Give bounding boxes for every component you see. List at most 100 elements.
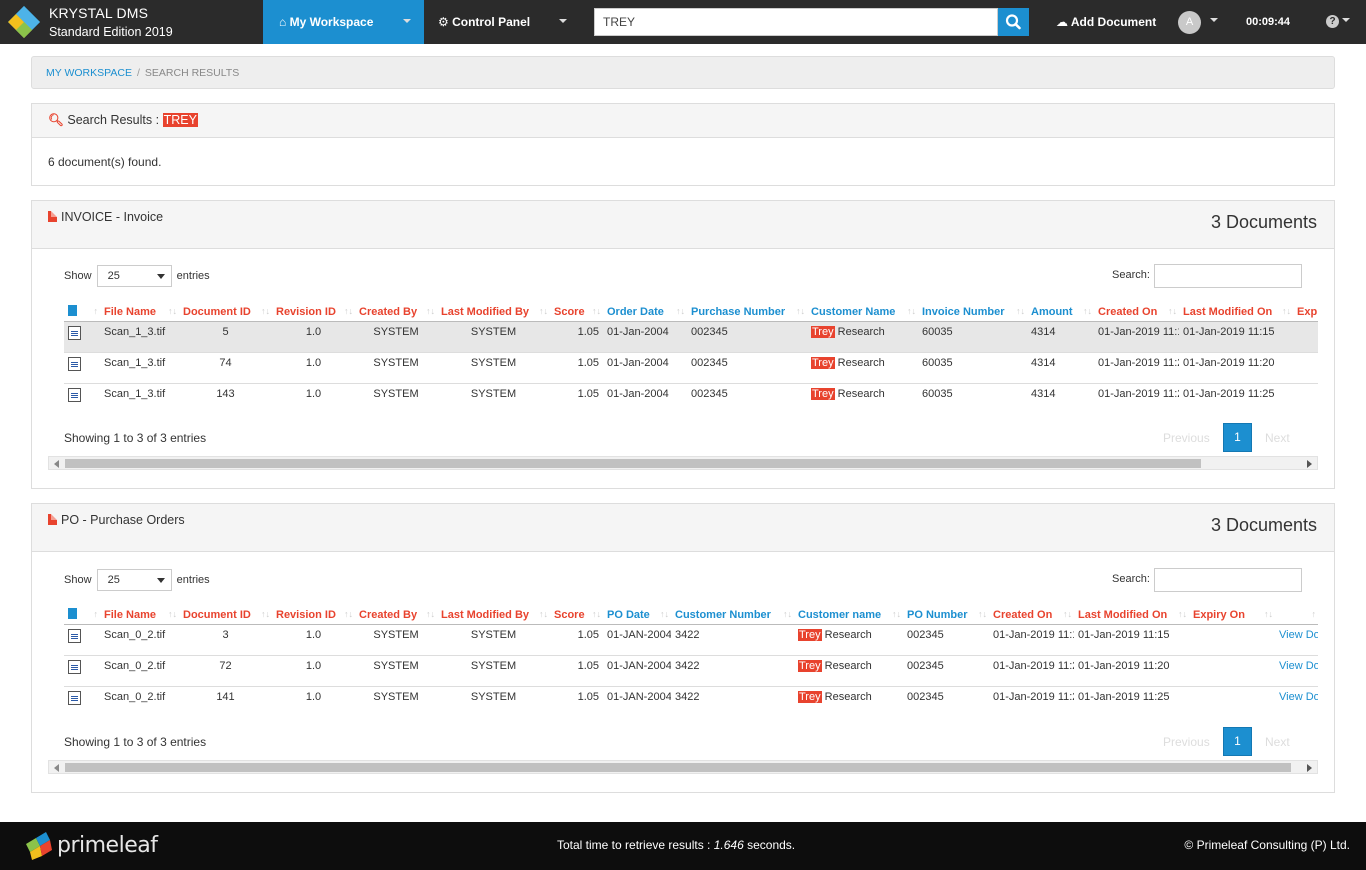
page-size-select[interactable]: 25 [96, 569, 172, 591]
table-row[interactable]: Scan_1_3.tif 74 1.0 SYSTEM SYSTEM 1.05 0… [64, 352, 1318, 384]
search-icon: 🔍︎ [48, 113, 64, 127]
col-header[interactable]: PO Number ↑↓ [903, 606, 989, 625]
cell-customer-name: Trey Research [794, 624, 903, 656]
chevron-down-icon [403, 19, 411, 23]
col-header[interactable]: Last Modified By ↑↓ [437, 606, 550, 625]
col-header[interactable]: Score ↑↓ [550, 303, 603, 322]
cell-last-modified-by: SYSTEM [470, 690, 517, 703]
top-navbar: KRYSTAL DMS Standard Edition 2019 ⌂ My W… [0, 0, 1366, 44]
cell-revision-id: 1.0 [272, 655, 355, 687]
cell-customer-name: Trey Research [807, 321, 918, 353]
col-header[interactable]: Last Modified By ↑↓ [437, 303, 550, 322]
scroll-left-icon[interactable] [54, 764, 59, 772]
help-menu-chevron-icon[interactable] [1342, 18, 1350, 22]
help-icon[interactable]: ? [1326, 15, 1339, 28]
pagination-next[interactable]: Next [1265, 735, 1290, 749]
table-search-input[interactable] [1154, 264, 1302, 288]
scroll-right-icon[interactable] [1307, 764, 1312, 772]
col-header[interactable]: Created On ↑↓ [1094, 303, 1179, 322]
col-header[interactable]: Exp [1293, 303, 1318, 322]
col-header[interactable]: Purchase Number ↑↓ [687, 303, 807, 322]
search-results-panel: 🔍︎ Search Results : TREY 6 document(s) f… [31, 103, 1335, 186]
cell-customer-name: Trey Research [807, 352, 918, 384]
table-row[interactable]: Scan_1_3.tif 5 1.0 SYSTEM SYSTEM 1.05 01… [64, 321, 1318, 353]
entries-label: entries [176, 573, 210, 586]
col-header[interactable]: Order Date ↑↓ [603, 303, 687, 322]
global-search-field[interactable] [594, 8, 998, 36]
search-button[interactable] [998, 8, 1029, 36]
view-document-link[interactable]: View Document [1279, 690, 1318, 703]
col-header[interactable]: Customer Name ↑↓ [807, 303, 918, 322]
col-header[interactable]: PO Date ↑↓ [603, 606, 671, 625]
scroll-right-icon[interactable] [1307, 460, 1312, 468]
add-document-button[interactable]: ☁ Add Document [1056, 15, 1156, 29]
avatar[interactable]: A [1178, 11, 1201, 34]
file-image-icon[interactable] [68, 325, 81, 340]
pagination-next[interactable]: Next [1265, 431, 1290, 445]
cell-last-modified-on: 01-Jan-2019 11:20 [1074, 655, 1189, 687]
cell-order-date: 01-Jan-2004 [603, 321, 687, 353]
col-header[interactable]: Created On ↑↓ [989, 606, 1074, 625]
document-icon [68, 607, 77, 619]
cell-customer-name: Trey Research [798, 690, 872, 703]
scrollbar-thumb[interactable] [65, 763, 1291, 772]
file-image-icon[interactable] [68, 659, 81, 674]
col-header[interactable]: Created By ↑↓ [355, 303, 437, 322]
table-row[interactable]: Scan_0_2.tif 72 1.0 SYSTEM SYSTEM 1.05 0… [64, 655, 1318, 687]
col-header[interactable]: Expiry On ↑↓ [1189, 606, 1275, 625]
panel-title: PO - Purchase Orders [61, 513, 185, 527]
scrollbar-thumb[interactable] [65, 459, 1201, 468]
col-header[interactable]: Document ID ↑↓ [179, 606, 272, 625]
col-header[interactable]: Customer name ↑↓ [794, 606, 903, 625]
col-header[interactable]: Amount ↑↓ [1027, 303, 1094, 322]
view-document-link[interactable]: View Document [1275, 624, 1318, 656]
col-header[interactable]: Created By ↑↓ [355, 606, 437, 625]
user-menu-chevron-icon[interactable] [1210, 18, 1218, 22]
page-size-select[interactable]: 25 [96, 265, 172, 287]
col-header[interactable]: Invoice Number ↑↓ [918, 303, 1027, 322]
horizontal-scrollbar[interactable] [48, 760, 1318, 774]
file-image-icon[interactable] [68, 356, 81, 371]
cell-created-by: SYSTEM [355, 624, 437, 656]
cell-file-name: Scan_0_2.tif [100, 655, 179, 687]
col-header[interactable]: Revision ID ↑↓ [272, 303, 355, 322]
breadcrumb: MY WORKSPACE / SEARCH RESULTS [31, 56, 1335, 89]
cell-score: 1.05 [577, 387, 599, 400]
global-search-input[interactable] [595, 9, 997, 35]
scroll-left-icon[interactable] [54, 460, 59, 468]
col-header[interactable]: Last Modified On ↑↓ [1074, 606, 1189, 625]
col-action[interactable]: ↑ [1275, 606, 1318, 625]
cell-document-id: 74 [179, 352, 272, 384]
show-label: Show [64, 573, 92, 586]
col-type[interactable]: ↑ [64, 606, 100, 625]
file-image-icon[interactable] [68, 690, 81, 705]
pagination-page-1[interactable]: 1 [1223, 727, 1252, 756]
col-header[interactable]: Score ↑↓ [550, 606, 603, 625]
col-header[interactable]: Last Modified On ↑↓ [1179, 303, 1293, 322]
view-document-link[interactable]: View Document [1275, 655, 1318, 687]
pagination-previous[interactable]: Previous [1163, 735, 1210, 749]
cell-invoice-number: 60035 [918, 352, 1027, 384]
nav-control-panel[interactable]: ⚙ Control Panel [424, 0, 582, 44]
brand[interactable]: KRYSTAL DMS Standard Edition 2019 [0, 0, 263, 44]
col-header[interactable]: Revision ID ↑↓ [272, 606, 355, 625]
horizontal-scrollbar[interactable] [48, 456, 1318, 470]
document-icon [68, 304, 77, 316]
breadcrumb-my-workspace[interactable]: MY WORKSPACE [46, 67, 132, 79]
col-header[interactable]: File Name ↑↓ [100, 606, 179, 625]
col-header[interactable]: Document ID ↑↓ [179, 303, 272, 322]
col-header[interactable]: Customer Number ↑↓ [671, 606, 794, 625]
pagination-page-1[interactable]: 1 [1223, 423, 1252, 452]
table-row[interactable]: Scan_1_3.tif 143 1.0 SYSTEM SYSTEM 1.05 … [64, 383, 1318, 414]
search-icon [1005, 14, 1021, 30]
table-row[interactable]: Scan_0_2.tif 3 1.0 SYSTEM SYSTEM 1.05 01… [64, 624, 1318, 656]
pagination-previous[interactable]: Previous [1163, 431, 1210, 445]
cell-order-date: 01-Jan-2004 [607, 387, 669, 400]
col-type[interactable]: ↑ [64, 303, 100, 322]
col-header[interactable]: File Name ↑↓ [100, 303, 179, 322]
file-image-icon[interactable] [68, 387, 81, 402]
file-image-icon[interactable] [68, 628, 81, 643]
nav-my-workspace[interactable]: ⌂ My Workspace [263, 0, 424, 44]
table-row[interactable]: Scan_0_2.tif 141 1.0 SYSTEM SYSTEM 1.05 … [64, 686, 1318, 717]
table-search-input[interactable] [1154, 568, 1302, 592]
